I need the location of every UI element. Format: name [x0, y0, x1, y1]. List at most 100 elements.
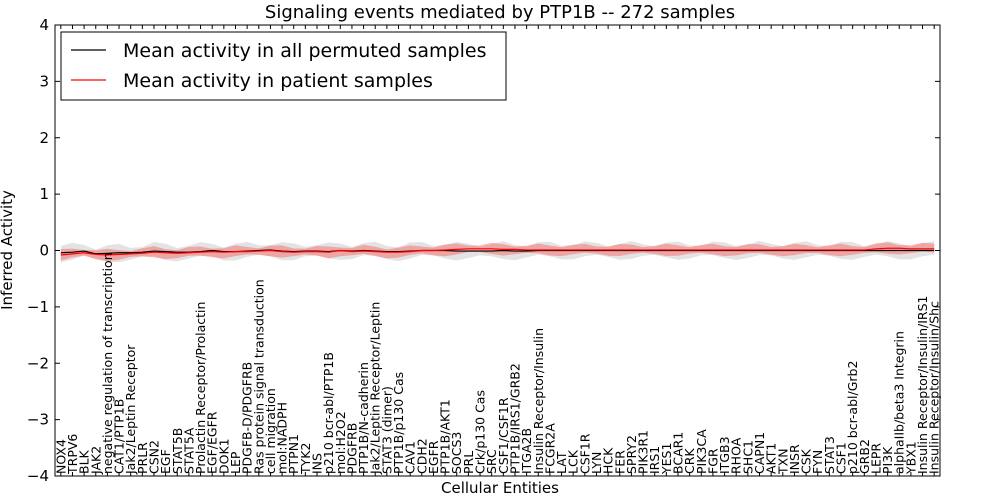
- chart-title: Signaling events mediated by PTP1B -- 27…: [265, 2, 735, 23]
- x-tick-label: STAT5A: [181, 427, 196, 474]
- x-tick-label: FER: [612, 450, 627, 474]
- x-tick-label: FGR: [705, 448, 720, 474]
- x-tick-label: alphaIIb/beta3 Integrin: [892, 331, 907, 474]
- x-tick-label: mol:NADPH: [275, 402, 290, 474]
- x-tick-label: CSK: [799, 448, 814, 474]
- x-tick-label: Prolactin Receptor/Prolactin: [193, 302, 208, 474]
- y-tick-label: 2: [39, 129, 49, 147]
- series-lines: [60, 247, 935, 256]
- y-tick-label: 1: [39, 185, 49, 203]
- x-tick-label: CRK: [682, 448, 697, 474]
- x-tick-label: LEPR: [868, 443, 883, 474]
- legend-label-permuted: Mean activity in all permuted samples: [123, 40, 486, 62]
- x-tick-label: TYK2: [298, 443, 313, 475]
- x-tick-label: EGF: [158, 449, 173, 474]
- x-tick-label: TXN: [775, 448, 790, 475]
- x-tick-label: FCGR2A: [542, 423, 557, 474]
- x-tick-label: EGF/EGFR: [205, 411, 220, 474]
- x-tick-label: NOX4: [53, 439, 68, 474]
- x-tick-label: BLK: [77, 449, 92, 474]
- x-tick-label: Insulin Receptor/Insulin: [531, 328, 546, 474]
- x-tick-label: INSR: [787, 444, 802, 474]
- band-permuted: [60, 241, 935, 263]
- band-patient: [60, 242, 935, 262]
- x-tick-label: ITGB3: [717, 436, 732, 474]
- x-tick-label: BCAR1: [670, 432, 685, 474]
- x-tick-label: PRL: [461, 451, 476, 474]
- x-tick-label: DOK1: [216, 438, 231, 474]
- x-tick-label: HCK: [601, 447, 616, 474]
- x-tick-label: LCK: [566, 449, 581, 474]
- x-tick-label: CAPN1: [752, 432, 767, 474]
- x-tick-label: cell migration: [263, 388, 278, 474]
- x-tick-label: CSF1/CSF1R: [496, 397, 511, 474]
- x-tick-label: STAT5B: [170, 428, 185, 474]
- x-tick-label: SHC1: [740, 440, 755, 474]
- x-tick-label: PDGFRB: [344, 423, 359, 474]
- x-tick-label: INS: [310, 453, 325, 474]
- x-tick-label: JAK2: [88, 446, 103, 475]
- x-tick-label: mol:H2O2: [333, 411, 348, 474]
- x-tick-label: PRLR: [135, 442, 150, 474]
- line-patient: [60, 247, 935, 256]
- y-tick-label: −4: [27, 467, 49, 485]
- x-tick-label: STAT3: [822, 436, 837, 474]
- x-tick-label: CDH2: [414, 438, 429, 474]
- plot-frame: [54, 24, 941, 477]
- x-tick-label: LYN: [589, 452, 604, 474]
- x-tick-label: PDGFB-D/PDGFRB: [240, 362, 255, 474]
- x-tick-label: Ras protein signal transduction: [251, 279, 266, 474]
- x-tick-label: PTP1B/N-cadherin: [356, 362, 371, 474]
- x-axis-label: Cellular Entities: [441, 479, 559, 497]
- x-tick-label: ITGA2B: [519, 428, 534, 474]
- x-tick-label: p210 bcr-abl/PTP1B: [321, 352, 336, 474]
- x-tick-label: PTP1B/p130 Cas: [391, 372, 406, 474]
- x-tick-label: Insulin Receptor/Insulin/IRS1: [915, 296, 930, 474]
- x-tick-label: LEP: [228, 451, 243, 474]
- x-tick-label: CSF1R: [577, 433, 592, 474]
- confidence-bands: [60, 241, 935, 263]
- x-tick-label: EGFR: [426, 440, 441, 474]
- x-tick-label: negative regulation of transcription: [100, 252, 115, 474]
- x-tick-label: PIK3CA: [694, 429, 709, 474]
- x-tick-label: AKT1: [764, 443, 779, 474]
- x-tick-label: Crk/p130 Cas: [473, 390, 488, 474]
- legend-box: [60, 31, 507, 101]
- y-tick-label: 3: [39, 72, 49, 90]
- x-tick-label: CSF1: [834, 442, 849, 474]
- y-tick-label: −2: [27, 354, 49, 372]
- x-tick-label: Jak2/Leptin Receptor/Leptin: [368, 302, 383, 475]
- x-tick-label: SOCS3: [449, 432, 464, 474]
- x-tick-label: PTP1B/IRS1/GRB2: [507, 363, 522, 474]
- x-tick-label: Insulin Receptor/Insulin/Shc: [927, 301, 942, 474]
- legend: Mean activity in all permuted samples Me…: [60, 31, 507, 101]
- x-tick-label: LAT: [554, 451, 569, 474]
- x-tick-label: PIK3R1: [636, 430, 651, 474]
- x-tick-label: PTPN1: [286, 434, 301, 474]
- x-tick-label: RHOA: [729, 437, 744, 474]
- x-tick-label: Jak2/Leptin Receptor: [123, 344, 138, 475]
- x-tick-label: STAT3 (dimer): [379, 386, 394, 474]
- x-tick-label: FYN: [810, 450, 825, 474]
- x-tick-label: YES1: [659, 443, 674, 475]
- y-axis: −4 −3 −2 −1 0 1 2 3 4: [27, 16, 940, 485]
- y-tick-label: 0: [39, 242, 49, 260]
- x-tick-label: TRPV6: [65, 434, 80, 475]
- x-tick-label: CAT1/PTP1B: [112, 399, 127, 474]
- x-tick-label: PI3K: [880, 446, 895, 474]
- legend-label-patient: Mean activity in patient samples: [123, 70, 433, 92]
- x-tick-label: CSN2: [146, 440, 161, 474]
- x-tick-label: PTP1B/AKT1: [438, 399, 453, 474]
- x-tick-label: YBX1: [903, 441, 918, 475]
- y-tick-label: −1: [27, 298, 49, 316]
- x-tick-label: SRC: [484, 449, 499, 474]
- x-tick-label: GRB2: [857, 439, 872, 474]
- y-tick-label: 4: [39, 16, 49, 34]
- x-tick-label: CAV1: [403, 441, 418, 474]
- x-tick-label: IRS1: [647, 446, 662, 474]
- y-axis-label: Inferred Activity: [0, 190, 16, 310]
- y-tick-label: −3: [27, 411, 49, 429]
- x-tick-label: SPRY2: [624, 435, 639, 474]
